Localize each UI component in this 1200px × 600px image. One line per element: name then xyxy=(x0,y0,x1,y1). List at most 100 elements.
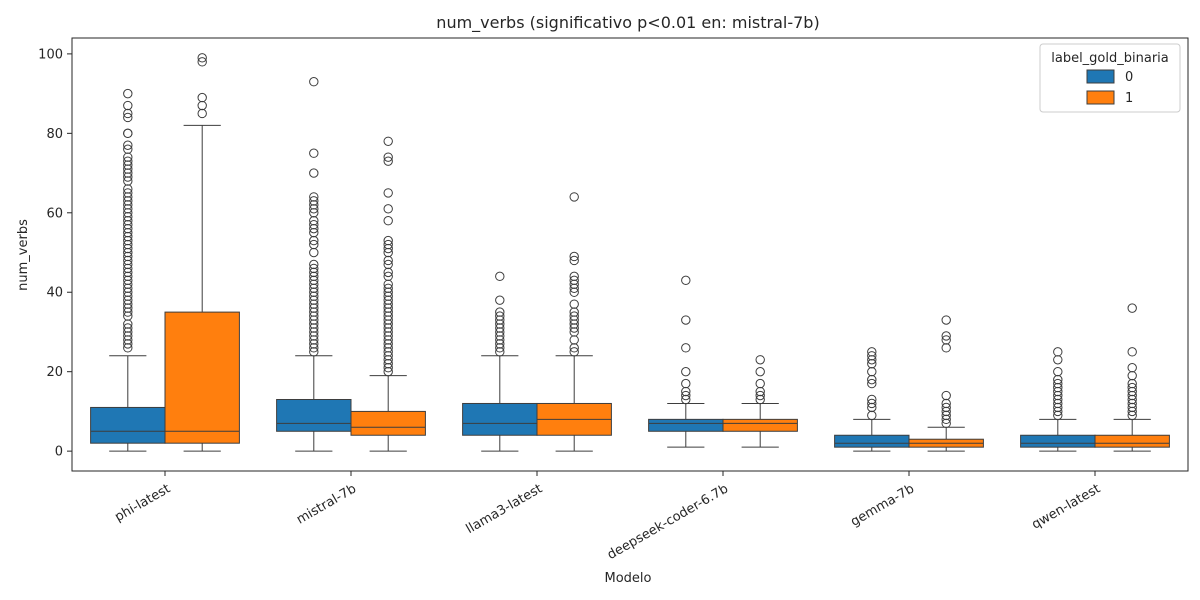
outlier-point xyxy=(495,311,505,321)
outlier-point xyxy=(123,100,133,111)
outlier-point xyxy=(569,192,579,202)
box-phi-latest-0 xyxy=(90,88,166,452)
outlier-point xyxy=(123,323,133,333)
outlier-point xyxy=(569,251,579,262)
outlier-point xyxy=(941,335,951,345)
outlier-point xyxy=(383,259,393,270)
outlier-point xyxy=(383,283,393,293)
chart-title: num_verbs (significativo p<0.01 en: mist… xyxy=(436,13,819,33)
x-tick-label: qwen-latest xyxy=(1029,481,1103,532)
outlier-point xyxy=(755,366,765,377)
outlier-point xyxy=(681,378,691,389)
box-mistral-7b-1 xyxy=(350,136,426,452)
outlier-point xyxy=(383,156,393,166)
iqr-box xyxy=(90,406,166,444)
outlier-point xyxy=(941,390,951,401)
outlier-point xyxy=(495,271,505,282)
box-mistral-7b-0 xyxy=(276,76,352,452)
iqr-box xyxy=(350,410,426,436)
outlier-point xyxy=(867,378,877,389)
box-qwen-latest-1 xyxy=(1094,303,1170,452)
y-tick-label: 40 xyxy=(46,286,63,301)
outlier-point xyxy=(681,366,691,377)
legend-title: label_gold_binaria xyxy=(1051,51,1169,66)
outlier-point xyxy=(383,235,393,246)
y-tick-label: 0 xyxy=(55,445,63,460)
outlier-point xyxy=(867,366,877,377)
outlier-point xyxy=(1053,347,1063,357)
outlier-point xyxy=(123,88,133,99)
box-gemma-7b-0 xyxy=(834,347,910,452)
outlier-point xyxy=(941,331,951,341)
outlier-point xyxy=(681,315,691,325)
outlier-point xyxy=(1127,370,1137,381)
legend-label-0: 0 xyxy=(1125,70,1133,85)
outlier-point xyxy=(309,196,319,206)
outlier-point xyxy=(569,347,579,357)
iqr-box xyxy=(164,311,240,444)
outlier-point xyxy=(495,295,505,305)
x-tick-label: phi-latest xyxy=(112,481,173,525)
outlier-point xyxy=(681,275,691,286)
outlier-point xyxy=(383,204,393,214)
outlier-point xyxy=(123,144,133,154)
outlier-point xyxy=(383,152,393,162)
outlier-point xyxy=(569,255,579,266)
outlier-point xyxy=(197,92,207,103)
outlier-point xyxy=(123,188,133,198)
outlier-point xyxy=(197,53,207,63)
iqr-box xyxy=(648,418,724,432)
outlier-point xyxy=(867,347,877,357)
iqr-box xyxy=(1094,434,1170,448)
outlier-point xyxy=(867,398,877,409)
box-gemma-7b-1 xyxy=(908,315,984,452)
outlier-point xyxy=(309,239,319,250)
plot-area-frame xyxy=(71,37,1189,472)
outlier-point xyxy=(867,394,877,405)
outlier-point xyxy=(383,239,393,250)
outlier-point xyxy=(1127,363,1137,373)
x-tick-label: deepseek-coder-6.7b xyxy=(605,481,731,562)
iqr-box xyxy=(1020,434,1096,448)
legend: label_gold_binaria 0 1 xyxy=(1039,43,1181,113)
y-axis-label: num_verbs xyxy=(16,219,31,291)
outlier-point xyxy=(1127,347,1137,357)
outlier-point xyxy=(309,192,319,202)
outlier-point xyxy=(755,355,765,365)
outlier-point xyxy=(681,390,691,401)
outlier-point xyxy=(309,168,319,178)
iqr-box xyxy=(834,434,910,448)
outlier-point xyxy=(123,156,133,166)
y-tick-label: 100 xyxy=(38,47,63,62)
outlier-point xyxy=(197,57,207,67)
y-tick-label: 60 xyxy=(46,206,63,221)
outlier-point xyxy=(309,263,319,274)
outlier-point xyxy=(941,402,951,413)
box-deepseek-coder-6.7b-0 xyxy=(648,275,724,448)
outlier-point xyxy=(309,76,319,87)
box-llama3-latest-1 xyxy=(536,192,612,452)
outlier-point xyxy=(383,216,393,226)
outlier-point xyxy=(681,343,691,353)
outlier-point xyxy=(755,378,765,389)
legend-swatch-0 xyxy=(1086,69,1115,84)
outlier-point xyxy=(941,343,951,353)
iqr-box xyxy=(462,402,538,436)
x-axis-label: Modelo xyxy=(605,571,652,586)
outlier-point xyxy=(383,136,393,146)
outlier-point xyxy=(569,271,579,282)
outlier-point xyxy=(569,311,579,321)
box-phi-latest-1 xyxy=(164,53,240,452)
iqr-box xyxy=(276,398,352,432)
outlier-point xyxy=(569,299,579,309)
outlier-point xyxy=(197,108,207,119)
outlier-point xyxy=(1053,355,1063,365)
x-tick-label: gemma-7b xyxy=(848,481,917,529)
outlier-point xyxy=(867,351,877,361)
outlier-point xyxy=(383,271,393,282)
outlier-point xyxy=(383,188,393,198)
box-llama3-latest-0 xyxy=(462,271,538,452)
legend-label-1: 1 xyxy=(1125,91,1133,106)
outlier-point xyxy=(123,140,133,150)
